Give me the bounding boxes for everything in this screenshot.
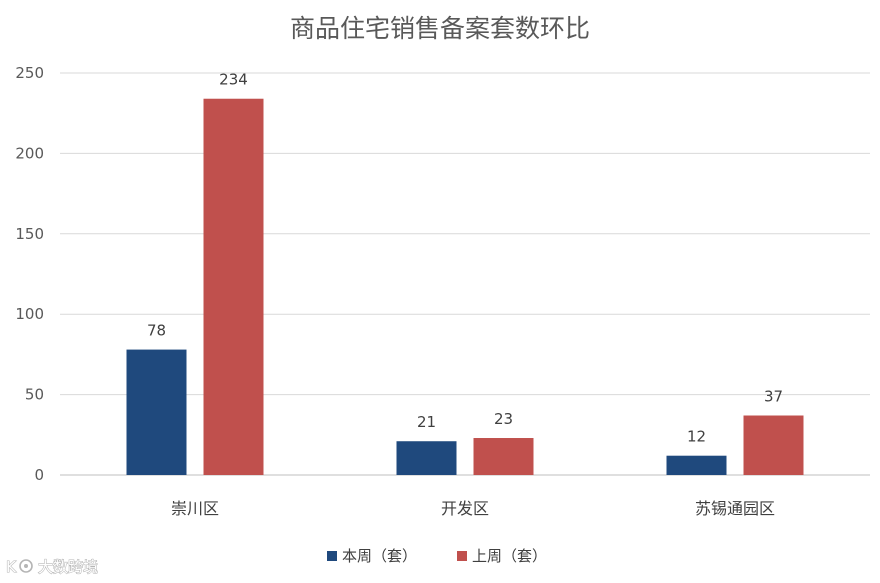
- data-label: 23: [494, 410, 513, 428]
- data-label: 234: [219, 71, 248, 89]
- bar-last-week-0: [203, 98, 264, 475]
- data-label: 21: [417, 413, 436, 431]
- watermark-text: 大数跨境: [38, 558, 98, 576]
- legend: 本周（套） 上周（套）: [327, 547, 547, 565]
- y-axis-ticks: 0 50 100 150 200 250: [15, 64, 44, 484]
- data-label: 37: [764, 388, 783, 406]
- data-labels: 78 234 21 23 12 37: [147, 71, 783, 446]
- bars: [126, 98, 804, 475]
- legend-swatch: [327, 551, 337, 561]
- data-label: 78: [147, 322, 166, 340]
- y-tick-label: 100: [15, 305, 44, 323]
- y-tick-label: 50: [25, 386, 44, 404]
- bar-last-week-2: [743, 415, 804, 475]
- svg-text:K: K: [6, 558, 17, 576]
- legend-label: 上周（套）: [472, 547, 547, 565]
- y-tick-label: 200: [15, 144, 44, 162]
- bar-this-week-1: [396, 441, 457, 475]
- data-label: 12: [687, 428, 706, 446]
- bar-this-week-2: [666, 455, 727, 475]
- chart-title: 商品住宅销售备案套数环比: [290, 14, 590, 43]
- legend-label: 本周（套）: [342, 547, 417, 565]
- y-tick-label: 0: [34, 466, 44, 484]
- bar-this-week-0: [126, 349, 187, 475]
- kuajing-logo-icon: K: [5, 557, 33, 577]
- x-category-label: 开发区: [441, 499, 489, 518]
- x-category-label: 崇川区: [171, 499, 219, 518]
- x-category-label: 苏锡通园区: [695, 499, 775, 518]
- watermark: K 大数跨境: [5, 557, 98, 577]
- x-axis-categories: 崇川区 开发区 苏锡通园区: [171, 499, 775, 518]
- bar-last-week-1: [473, 438, 534, 475]
- legend-swatch: [457, 551, 467, 561]
- y-tick-label: 250: [15, 64, 44, 82]
- gridlines: [60, 72, 870, 476]
- y-tick-label: 150: [15, 225, 44, 243]
